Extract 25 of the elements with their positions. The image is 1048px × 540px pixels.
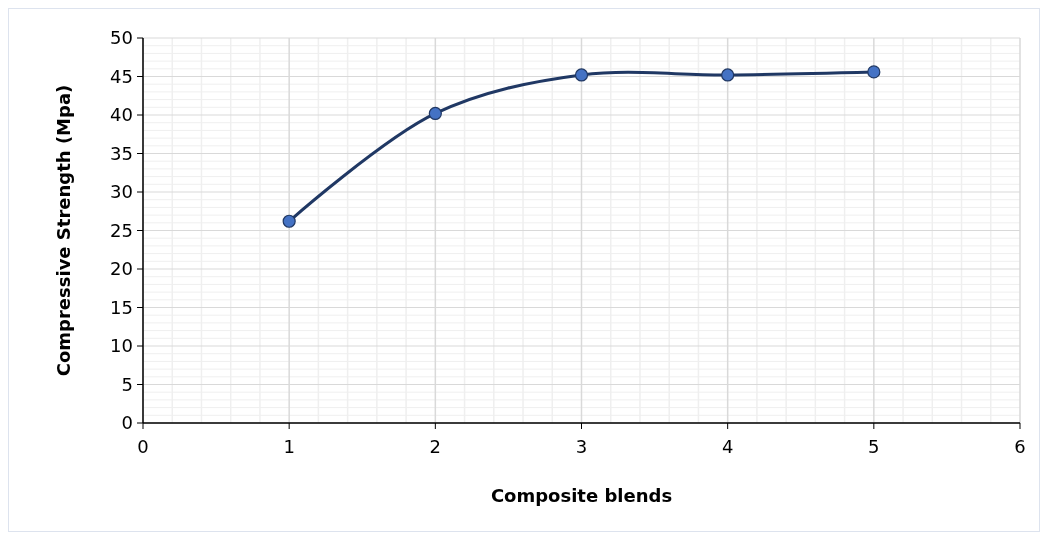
point	[428, 106, 442, 121]
x-tick-label: 0	[137, 436, 149, 457]
point	[282, 214, 296, 228]
point	[867, 65, 881, 79]
y-tick-label: 25	[110, 219, 133, 241]
x-tick-label: 1	[283, 436, 295, 457]
x-axis-title: Composite blends	[490, 485, 673, 506]
y-tick-label: 0	[121, 412, 133, 434]
y-tick-label: 5	[121, 373, 133, 395]
y-tick-label: 40	[110, 104, 133, 126]
point	[574, 68, 589, 82]
x-tick-label: 4	[721, 436, 734, 457]
x-tick-label: 6	[1014, 436, 1026, 457]
y-tick-label: 50	[110, 27, 133, 49]
y-axis-title: Compressive Strength (Mpa)	[53, 84, 74, 377]
y-tick-label: 35	[110, 142, 133, 164]
x-tick-label: 5	[868, 436, 880, 457]
y-tick-label: 10	[110, 335, 133, 357]
y-tick-label: 45	[110, 65, 133, 87]
y-tick-label: 30	[110, 181, 133, 203]
y-tick-label: 15	[110, 296, 133, 318]
x-tick-label: 3	[575, 436, 588, 457]
point	[721, 68, 735, 82]
x-tick-label: 2	[429, 436, 442, 457]
y-tick-label: 20	[110, 258, 133, 280]
